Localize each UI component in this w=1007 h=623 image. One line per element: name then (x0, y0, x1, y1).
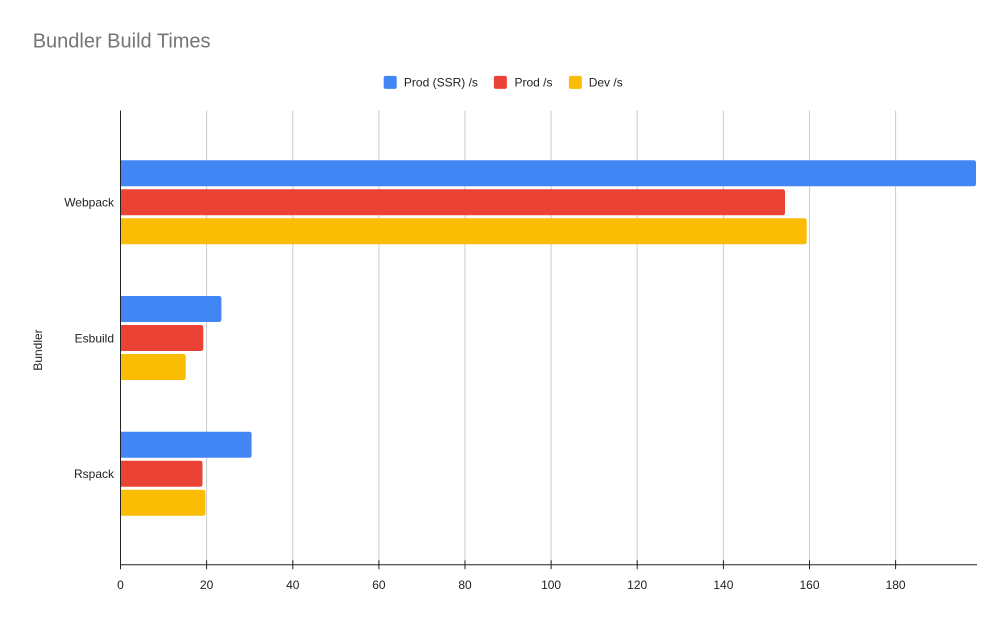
svg-text:Dev /s: Dev /s (589, 76, 623, 90)
svg-text:60: 60 (372, 578, 386, 592)
svg-text:0: 0 (117, 578, 124, 592)
svg-text:Webpack: Webpack (64, 196, 115, 210)
svg-text:120: 120 (627, 578, 647, 592)
svg-text:Esbuild: Esbuild (75, 331, 114, 345)
svg-text:Bundler: Bundler (31, 329, 45, 370)
svg-text:180: 180 (886, 578, 906, 592)
svg-text:140: 140 (713, 578, 733, 592)
svg-text:100: 100 (541, 578, 561, 592)
svg-text:160: 160 (799, 578, 819, 592)
svg-text:Prod /s: Prod /s (515, 76, 553, 90)
svg-text:Prod (SSR) /s: Prod (SSR) /s (404, 76, 478, 90)
svg-text:Rspack: Rspack (74, 467, 115, 481)
svg-text:40: 40 (286, 578, 300, 592)
svg-text:80: 80 (458, 578, 472, 592)
svg-text:20: 20 (200, 578, 214, 592)
svg-text:Bundler Build Times: Bundler Build Times (33, 31, 211, 53)
